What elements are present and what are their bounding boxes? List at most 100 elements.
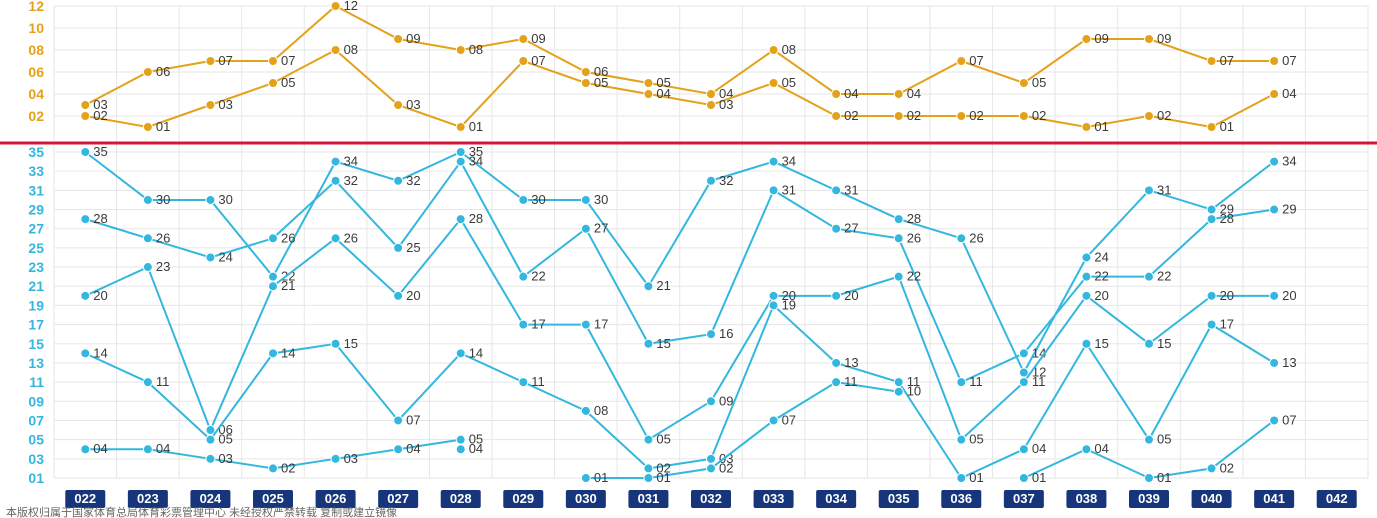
series-marker — [1270, 358, 1279, 367]
series-marker — [456, 445, 465, 454]
point-label: 09 — [531, 31, 545, 46]
point-label: 01 — [1220, 119, 1234, 134]
series-marker — [519, 57, 528, 66]
point-label: 27 — [844, 221, 858, 236]
point-label: 26 — [907, 230, 921, 245]
series-marker — [957, 57, 966, 66]
series-marker — [206, 57, 215, 66]
series-marker — [581, 79, 590, 88]
series-marker — [394, 101, 403, 110]
point-label: 22 — [1094, 269, 1108, 284]
series-marker — [644, 435, 653, 444]
series-marker — [206, 253, 215, 262]
point-label: 35 — [93, 144, 107, 159]
series-marker — [769, 301, 778, 310]
point-label: 34 — [469, 154, 483, 169]
ytick-bot: 09 — [28, 393, 44, 409]
series-marker — [394, 176, 403, 185]
series-marker — [519, 378, 528, 387]
series-marker — [269, 272, 278, 281]
series-marker — [581, 474, 590, 483]
point-label: 15 — [1094, 336, 1108, 351]
series-marker — [143, 234, 152, 243]
series-marker — [331, 339, 340, 348]
xaxis-label: 037 — [1013, 491, 1035, 506]
point-label: 03 — [406, 97, 420, 112]
series-marker — [143, 263, 152, 272]
series-marker — [832, 186, 841, 195]
series-marker — [394, 291, 403, 300]
point-label: 26 — [281, 230, 295, 245]
point-label: 05 — [1157, 432, 1171, 447]
series-marker — [143, 68, 152, 77]
series-marker — [707, 101, 716, 110]
point-label: 21 — [281, 278, 295, 293]
point-label: 14 — [93, 345, 107, 360]
ytick-top: 02 — [28, 108, 44, 124]
series-marker — [456, 435, 465, 444]
xaxis-label: 023 — [137, 491, 159, 506]
point-label: 17 — [531, 317, 545, 332]
series-marker — [143, 123, 152, 132]
point-label: 28 — [907, 211, 921, 226]
point-label: 30 — [156, 192, 170, 207]
xaxis-label: 031 — [638, 491, 660, 506]
point-label: 16 — [719, 326, 733, 341]
ytick-top: 10 — [28, 20, 44, 36]
series-marker — [519, 195, 528, 204]
series-marker — [206, 454, 215, 463]
point-label: 11 — [969, 374, 983, 389]
ytick-bot: 35 — [28, 144, 44, 160]
series-marker — [331, 46, 340, 55]
series-marker — [269, 464, 278, 473]
point-label: 01 — [969, 470, 983, 485]
series-marker — [1019, 378, 1028, 387]
point-label: 07 — [531, 53, 545, 68]
ytick-bot: 21 — [28, 278, 44, 294]
series-marker — [81, 101, 90, 110]
point-label: 34 — [1282, 154, 1296, 169]
series-marker — [1207, 320, 1216, 329]
point-label: 05 — [281, 75, 295, 90]
series-marker — [581, 320, 590, 329]
point-label: 20 — [1220, 288, 1234, 303]
series-marker — [269, 349, 278, 358]
point-label: 08 — [344, 42, 358, 57]
series-marker — [581, 195, 590, 204]
point-label: 31 — [782, 182, 796, 197]
xaxis-label: 024 — [200, 491, 222, 506]
xaxis-label: 025 — [262, 491, 284, 506]
series-marker — [769, 157, 778, 166]
point-label: 02 — [844, 108, 858, 123]
ytick-bot: 05 — [28, 432, 44, 448]
point-label: 27 — [594, 221, 608, 236]
series-marker — [394, 445, 403, 454]
footer-text: 本版权归属于国家体育总局体育彩票管理中心 未经授权严禁转载 复制或建立镜像 — [6, 505, 397, 518]
point-label: 10 — [907, 384, 921, 399]
series-marker — [1145, 435, 1154, 444]
series-marker — [707, 176, 716, 185]
point-label: 09 — [406, 31, 420, 46]
point-label: 15 — [344, 336, 358, 351]
point-label: 20 — [93, 288, 107, 303]
point-label: 28 — [469, 211, 483, 226]
series-marker — [832, 224, 841, 233]
point-label: 04 — [1094, 441, 1108, 456]
point-label: 02 — [1157, 108, 1171, 123]
series-marker — [1082, 339, 1091, 348]
ytick-bot: 07 — [28, 412, 44, 428]
point-label: 21 — [656, 278, 670, 293]
series-marker — [1270, 57, 1279, 66]
series-marker — [707, 397, 716, 406]
series-marker — [769, 46, 778, 55]
series-marker — [1207, 57, 1216, 66]
series-marker — [1270, 416, 1279, 425]
point-label: 07 — [782, 412, 796, 427]
series-marker — [1019, 79, 1028, 88]
series-marker — [957, 378, 966, 387]
xaxis-label: 026 — [325, 491, 347, 506]
xaxis-label: 034 — [825, 491, 847, 506]
ytick-top: 06 — [28, 64, 44, 80]
point-label: 02 — [719, 460, 733, 475]
point-label: 01 — [1032, 470, 1046, 485]
